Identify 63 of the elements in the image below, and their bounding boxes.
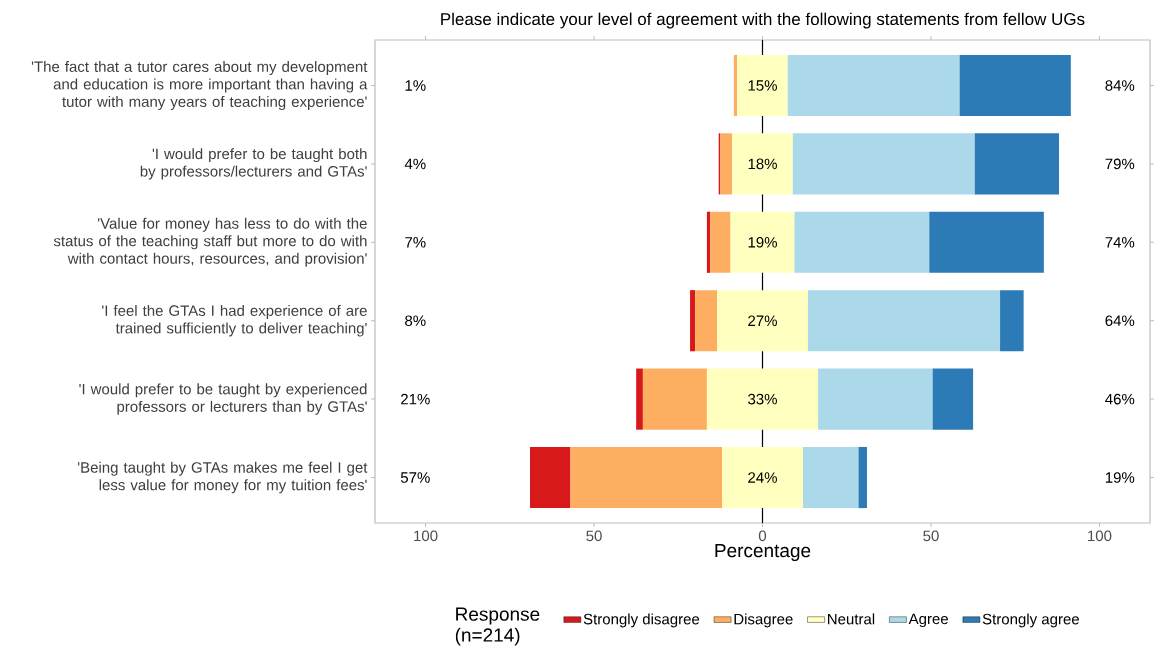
bar — [1000, 290, 1024, 352]
legend-label: Agree — [908, 613, 948, 628]
y-tick-label: 'Value for money has less to do with the status of the teaching staff but more to do with with contact hours, resources, and provision' — [53, 217, 367, 267]
bar — [737, 54, 788, 117]
annotation: 19% — [1105, 472, 1135, 483]
y-tick-label: 'I would prefer to be taught by experienced professors or lecturers than by GTAs' — [79, 383, 367, 415]
y-tick-label: 'The fact that a tutor cares about my development and education is more important than having a tutor with many years of teaching experience' — [31, 60, 368, 110]
bar — [636, 368, 643, 430]
bar — [929, 211, 1044, 273]
x-tick-label: 50 — [586, 530, 602, 542]
annotation: 46% — [1105, 393, 1135, 405]
bar — [695, 290, 718, 352]
bar — [802, 446, 859, 509]
bar — [722, 446, 803, 509]
bar — [787, 54, 960, 117]
annotation: 57% — [400, 472, 430, 483]
x-tick-label: 100 — [414, 530, 438, 542]
legend-label: Neutral — [828, 613, 875, 625]
x-tick-label: 50 — [923, 530, 939, 542]
y-tick-label: 'I would prefer to be taught both by professors/lecturers and GTAs' — [140, 148, 367, 180]
annotation: 1% — [405, 80, 426, 91]
bar — [690, 290, 696, 352]
bar — [570, 446, 723, 509]
annotation: 4% — [404, 158, 426, 170]
legend-title: Response (n=214) — [455, 607, 540, 646]
x-tick-label: 0 — [758, 530, 767, 542]
bar — [732, 133, 793, 195]
data-label: 18% — [748, 158, 777, 170]
annotation: 21% — [401, 393, 430, 405]
bar — [858, 446, 867, 509]
bar — [710, 211, 731, 273]
x-axis-title: Percentage — [715, 544, 811, 562]
bar — [642, 368, 707, 430]
annotation: 84% — [1105, 80, 1135, 91]
bar — [730, 211, 795, 273]
bar — [974, 133, 1060, 195]
bar — [959, 54, 1071, 117]
bar — [720, 133, 733, 195]
x-tick-label: 100 — [1088, 530, 1112, 542]
data-label: 19% — [748, 236, 777, 248]
bar — [530, 446, 571, 509]
annotation: 64% — [1105, 315, 1135, 327]
annotation: 7% — [405, 237, 426, 248]
annotation: 79% — [1105, 158, 1135, 170]
data-label: 15% — [748, 80, 777, 91]
bar — [807, 290, 1001, 352]
data-label: 27% — [748, 315, 777, 326]
legend-label: Strongly agree — [982, 613, 1079, 628]
legend-label: Strongly disagree — [583, 613, 700, 628]
bar — [792, 133, 975, 195]
bar — [706, 368, 819, 430]
data-label: 24% — [748, 472, 777, 483]
chart-title: Please indicate your level of agreement with the following statements from fellow UGs — [441, 12, 1085, 29]
bar — [932, 368, 974, 430]
data-label: 33% — [748, 393, 777, 405]
bar — [818, 368, 933, 430]
annotation: 74% — [1105, 237, 1135, 248]
legend-label: Disagree — [734, 613, 793, 628]
y-tick-label: 'Being taught by GTAs makes me feel I get less value for money for my tuition fees' — [78, 461, 368, 494]
annotation: 8% — [405, 315, 426, 327]
y-tick-label: 'I feel the GTAs I had experience of are trained sufficiently to deliver teaching' — [102, 304, 367, 337]
bar — [717, 290, 808, 352]
bar — [794, 211, 930, 273]
